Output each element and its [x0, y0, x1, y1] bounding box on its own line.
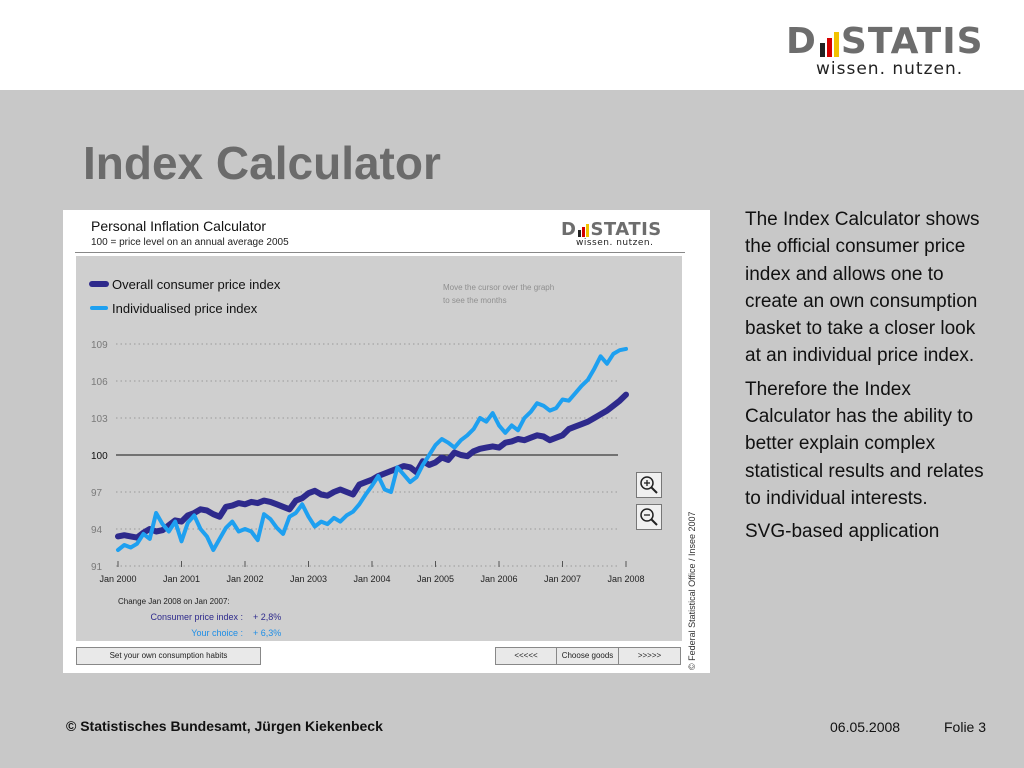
logo-text-right: STATIS: [840, 21, 984, 62]
chart-panel: 91 94 97 100 103 106 109 Jan 2000 Jan 2001 Jan 2…: [76, 256, 682, 641]
y-tick-label: 97: [91, 488, 103, 499]
zoom-in-button[interactable]: [636, 472, 662, 498]
price-index-chart[interactable]: 91 94 97 100 103 106 109 Jan 2000 Jan 2001 Jan 2…: [76, 256, 682, 641]
index-calculator-app: Personal Inflation Calculator 100 = pric…: [63, 210, 710, 673]
copyright-credit: © Federal Statistical Office / Insee 200…: [687, 511, 697, 670]
footer-slide-number: Folie 3: [944, 719, 987, 735]
change-heading: Change Jan 2008 on Jan 2007:: [118, 597, 230, 606]
flag-bars-icon: [819, 27, 839, 57]
description-paragraph-2: Therefore the Index Calculator has the a…: [745, 378, 984, 509]
logo-text-left: D: [786, 21, 817, 62]
app-flag-bars-icon: [578, 223, 590, 237]
next-button[interactable]: >>>>>: [618, 647, 681, 665]
app-logo-text-right: STATIS: [590, 219, 662, 240]
cpi-change-label: Consumer price index :: [150, 612, 243, 622]
description-text: The Index Calculator shows the official …: [745, 206, 985, 552]
logo-tagline: wissen. nutzen.: [816, 59, 964, 79]
choose-goods-button[interactable]: Choose goods: [556, 647, 619, 665]
zoom-in-icon: [640, 476, 658, 494]
choice-change-value: + 6,3%: [253, 628, 281, 638]
y-tick-label: 94: [91, 525, 103, 536]
x-tick-label: Jan 2000: [99, 574, 136, 584]
set-consumption-habits-button[interactable]: Set your own consumption habits: [76, 647, 261, 665]
previous-button[interactable]: <<<<<: [495, 647, 557, 665]
app-logo-tagline: wissen. nutzen.: [576, 238, 654, 248]
header-bar: D STATIS wissen. nutzen.: [0, 0, 1024, 90]
y-tick-label: 100: [91, 451, 108, 462]
zoom-out-icon: [640, 508, 658, 526]
choice-change-label: Your choice :: [191, 628, 243, 638]
x-tick-label: Jan 2001: [163, 574, 200, 584]
slide-title: Index Calculator: [83, 137, 441, 189]
x-tick-label: Jan 2004: [353, 574, 390, 584]
y-tick-label: 91: [91, 562, 103, 573]
zoom-out-button[interactable]: [636, 504, 662, 530]
hover-hint-line1: Move the cursor over the graph: [443, 283, 554, 292]
app-destatis-logo: D STATIS: [561, 219, 662, 240]
x-tick-label: Jan 2003: [290, 574, 327, 584]
y-tick-label: 106: [91, 377, 108, 388]
description-paragraph-1: The Index Calculator shows the official …: [745, 209, 980, 367]
destatis-logo: D STATIS: [786, 22, 984, 62]
series-line-individualised-price-index[interactable]: [116, 346, 628, 552]
legend-label-individual: Individualised price index: [112, 301, 258, 316]
legend-label-cpi: Overall consumer price index: [112, 277, 281, 292]
y-tick-label: 103: [91, 414, 108, 425]
description-paragraph-3: SVG-based application: [745, 521, 940, 543]
app-logo-text-left: D: [561, 219, 577, 240]
header-divider: [75, 252, 685, 253]
app-title: Personal Inflation Calculator: [91, 218, 267, 234]
footer-copyright: © Statistisches Bundesamt, Jürgen Kieken…: [66, 718, 383, 734]
cpi-change-value: + 2,8%: [253, 612, 281, 622]
app-subtitle: 100 = price level on an annual average 2…: [91, 237, 289, 248]
hover-hint-line2: to see the months: [443, 296, 507, 305]
y-tick-label: 109: [91, 340, 108, 351]
x-tick-label: Jan 2006: [480, 574, 517, 584]
x-tick-label: Jan 2007: [544, 574, 581, 584]
series-line-consumer-price-index[interactable]: [115, 391, 629, 541]
x-tick-label: Jan 2002: [226, 574, 263, 584]
footer-date: 06.05.2008: [830, 719, 901, 735]
x-tick-label: Jan 2008: [607, 574, 644, 584]
x-tick-label: Jan 2005: [417, 574, 454, 584]
